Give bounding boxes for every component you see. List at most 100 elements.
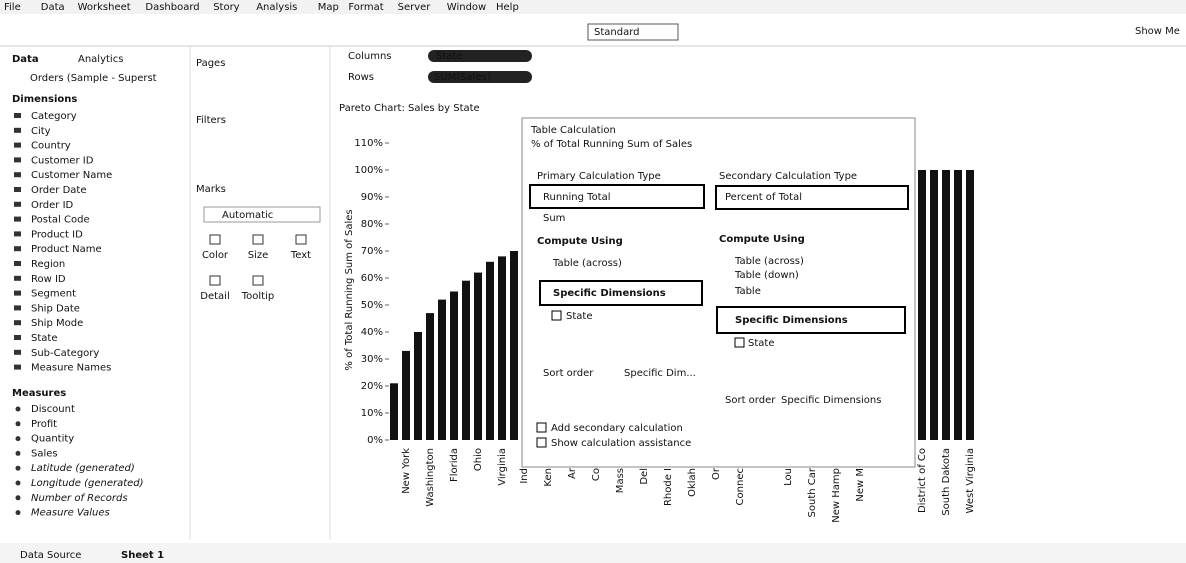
- measure-field[interactable]: Sales: [31, 448, 58, 459]
- measure-field[interactable]: Discount: [31, 404, 75, 415]
- menu-item[interactable]: Analysis: [256, 2, 297, 13]
- field-icon: [15, 450, 21, 456]
- x-tick-label: Ar: [567, 467, 578, 479]
- menu-item[interactable]: Help: [496, 2, 519, 13]
- dimension-field[interactable]: Customer ID: [31, 155, 94, 166]
- menu-item[interactable]: Server: [398, 2, 432, 13]
- menu-item[interactable]: Data: [41, 2, 65, 13]
- measure-field[interactable]: Longitude (generated): [31, 478, 144, 489]
- field-icon: [14, 216, 21, 222]
- compute-option[interactable]: Table: [734, 286, 761, 297]
- field-icon: [14, 201, 21, 207]
- menu-item[interactable]: Format: [348, 2, 383, 13]
- dimension-field[interactable]: Region: [31, 259, 65, 270]
- field-icon: [14, 349, 21, 355]
- bar: [414, 332, 422, 440]
- mark-button[interactable]: Text: [290, 250, 311, 261]
- calc-type-dropdown[interactable]: Running Total: [543, 192, 611, 203]
- dimension-field[interactable]: Order Date: [31, 185, 87, 196]
- field-icon: [14, 127, 21, 133]
- fit-value[interactable]: Standard: [594, 27, 640, 38]
- dimension-field[interactable]: Ship Date: [31, 303, 80, 314]
- menu-item[interactable]: Worksheet: [78, 2, 131, 13]
- highlight-box: [539, 280, 703, 306]
- compute-option[interactable]: Table (across): [734, 256, 804, 267]
- x-tick-label: Connec: [735, 468, 746, 505]
- mark-button[interactable]: Tooltip: [241, 291, 274, 302]
- dimension-field[interactable]: Ship Mode: [31, 318, 83, 329]
- field-icon: [14, 246, 21, 252]
- compute-option[interactable]: Specific Dimensions: [735, 315, 848, 326]
- menu-bar: [0, 0, 1186, 14]
- mark-button[interactable]: Detail: [200, 291, 229, 302]
- measure-field[interactable]: Measure Values: [31, 508, 110, 519]
- menu-item[interactable]: Window: [447, 2, 486, 13]
- bar: [450, 291, 458, 440]
- field-icon: [15, 510, 21, 516]
- checkbox[interactable]: [536, 422, 547, 433]
- dimensions-title: Dimensions: [12, 94, 77, 105]
- checkbox[interactable]: [551, 310, 562, 321]
- dimension-field[interactable]: City: [31, 126, 51, 137]
- dimension-field[interactable]: Segment: [31, 289, 76, 300]
- mark-type-dropdown[interactable]: [203, 206, 321, 223]
- rows-pill[interactable]: [428, 71, 532, 83]
- menu-item[interactable]: File: [4, 2, 21, 13]
- dimension-field[interactable]: Product ID: [31, 229, 83, 240]
- x-tick-label: Or: [711, 467, 722, 480]
- dimension-field[interactable]: Customer Name: [31, 170, 112, 181]
- fit-dropdown[interactable]: [587, 23, 679, 41]
- checkbox-label: Show calculation assistance: [551, 438, 691, 449]
- menu-item[interactable]: Story: [213, 2, 239, 13]
- analytics-tab[interactable]: Analytics: [78, 54, 123, 65]
- x-tick-label: South Car: [807, 467, 818, 517]
- measure-field[interactable]: Quantity: [31, 434, 74, 445]
- menu-item[interactable]: Dashboard: [145, 2, 199, 13]
- show-me-button[interactable]: Show Me: [1135, 26, 1180, 37]
- data-tab[interactable]: Data: [12, 54, 39, 65]
- x-tick-label: Ken: [543, 468, 554, 487]
- field-icon: [15, 421, 21, 427]
- compute-option[interactable]: Table (across): [552, 258, 622, 269]
- checkbox[interactable]: [536, 437, 547, 448]
- dimension-field[interactable]: State: [31, 333, 57, 344]
- columns-pill-text[interactable]: State: [436, 51, 462, 62]
- mark-button[interactable]: Color: [202, 250, 229, 261]
- sort-dropdown[interactable]: Specific Dimensions: [781, 395, 881, 406]
- dimension-field[interactable]: Sub-Category: [31, 348, 99, 359]
- mark-type[interactable]: Automatic: [222, 210, 273, 221]
- dimension-field[interactable]: Product Name: [31, 244, 102, 255]
- mark-icon: [252, 234, 264, 245]
- measure-field[interactable]: Profit: [31, 419, 57, 430]
- checkbox[interactable]: [734, 337, 745, 348]
- dimension-field[interactable]: Row ID: [31, 274, 66, 285]
- compute-option[interactable]: Table (down): [734, 270, 799, 281]
- field-icon: [14, 261, 21, 266]
- field-icon: [14, 320, 21, 326]
- dimension-field[interactable]: Postal Code: [31, 215, 90, 226]
- menu-item[interactable]: Map: [318, 2, 339, 13]
- data-source-name[interactable]: Orders (Sample - Superst: [30, 73, 157, 84]
- rows-pill-text[interactable]: SUM(Sales): [434, 72, 491, 83]
- field-icon: [14, 187, 21, 192]
- aggregation-dropdown[interactable]: Sum: [543, 213, 565, 224]
- dimension-field[interactable]: Category: [31, 111, 77, 122]
- mark-button[interactable]: Size: [248, 250, 269, 261]
- calc-type-dropdown[interactable]: Percent of Total: [725, 192, 802, 203]
- dimension-field[interactable]: Order ID: [31, 200, 74, 211]
- field-icon: [14, 275, 21, 281]
- sheet-tab[interactable]: Sheet 1: [121, 550, 164, 561]
- dimension-field[interactable]: Country: [31, 141, 71, 152]
- columns-pill[interactable]: [428, 50, 532, 62]
- marks-card: Marks: [196, 184, 226, 195]
- dimension-field[interactable]: Measure Names: [31, 363, 111, 374]
- data-source-tab[interactable]: Data Source: [20, 550, 81, 561]
- y-tick-label: 60%: [361, 273, 383, 284]
- mark-icon: [209, 234, 221, 245]
- checkbox-label: Add secondary calculation: [551, 423, 683, 434]
- compute-option[interactable]: Specific Dimensions: [553, 288, 666, 299]
- sort-dropdown[interactable]: Specific Dim...: [624, 368, 696, 379]
- measure-field[interactable]: Latitude (generated): [31, 463, 135, 474]
- measure-field[interactable]: Number of Records: [31, 493, 128, 504]
